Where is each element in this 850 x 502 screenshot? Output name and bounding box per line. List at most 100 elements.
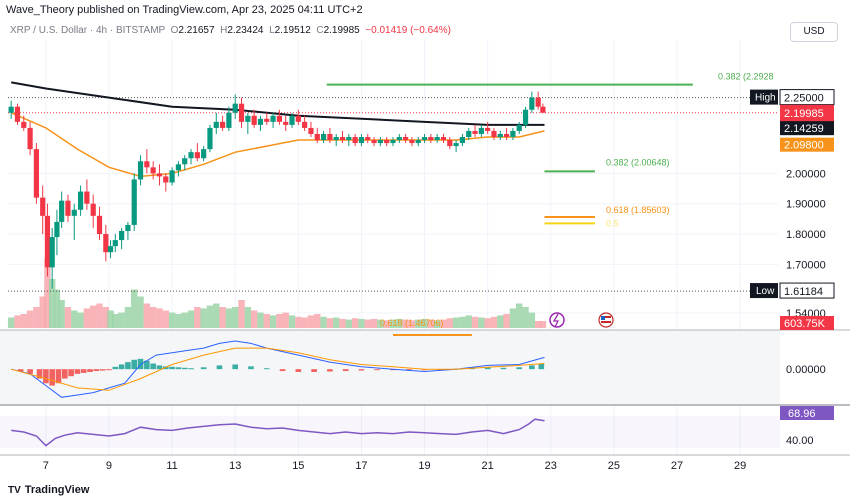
ema-short-price-box [780,137,834,152]
candle-body [182,158,188,165]
macd-histogram-bar [405,369,412,371]
macd-histogram-bar [36,369,43,379]
candle-body [219,121,226,128]
volume-bar [351,318,359,328]
volume-bar [452,317,460,328]
candle-body [96,215,103,235]
date-tick-label: 27 [671,460,683,472]
volume-bar [332,317,340,328]
volume-bar [459,316,466,328]
fib-level-label: 0.382 (2.2928 [718,72,774,82]
candle-body [415,140,421,144]
volume-bar [206,305,214,328]
low-price-label: 1.61184 [784,286,823,298]
macd-histogram-bar [131,359,138,370]
candle-body [453,143,459,147]
currency-button[interactable]: USD [790,22,838,42]
candle-body [540,106,546,113]
candle-body [59,200,65,222]
candle-body [320,133,327,141]
candle-body [327,133,333,141]
volume-bar [528,312,536,328]
candle-body [257,118,264,125]
volume-bar [301,317,308,328]
macd-histogram-bar [500,367,507,370]
volume-bar [490,316,498,328]
macd-histogram-bar [27,369,33,374]
candle-body [409,140,415,144]
macd-histogram-bar [516,367,523,370]
volume-bar [370,318,378,328]
macd-zero-label: 0.00000 [786,364,826,376]
candlesticks [8,91,546,289]
macd-histogram-bar [279,369,286,372]
volume-bar [77,312,84,328]
volume-bar [427,319,435,328]
rsi-line [11,418,545,447]
rsi-40-label: 40.00 [786,435,814,447]
candle-body [504,133,510,138]
volume-bar [471,316,479,328]
candle-body [270,115,276,122]
candle-body [535,97,541,107]
volume-bar [282,312,289,328]
volume-bar [20,314,27,328]
tradingview-brand[interactable]: TV TradingView [8,484,89,496]
macd-histogram-bar [200,367,207,370]
macd-histogram-bar [311,369,317,372]
macd-histogram-bar [342,369,349,372]
macd-histogram-bar [49,369,55,386]
flash-event-icon[interactable] [549,312,565,328]
volume-bar [276,314,283,328]
candle-body [14,106,21,122]
macd-histogram-bar [538,363,545,370]
open-label: O [170,25,179,36]
volume-bars [7,258,547,328]
candle-body [90,203,96,216]
volume-bar [131,289,138,328]
candle-body [371,140,377,144]
candle-body [365,137,371,141]
volume-bar [314,314,321,328]
macd-histogram-bar [529,365,535,370]
date-axis: 7 9 11 13 15 17 19 21 23 25 27 29 [43,460,746,472]
volume-bar [181,312,188,328]
candle-body [226,112,232,128]
candle-body [65,200,71,216]
candle-body [21,121,27,128]
macd-histogram-bar [327,369,333,372]
publisher-line: Wave_Theory published on TradingView.com… [6,4,363,16]
candle-body [276,115,282,122]
macd-histogram-bar [112,366,119,370]
volume-bar [194,307,201,328]
macd-histogram-bar [80,369,87,373]
price-tick-label: 2.00000 [786,168,826,180]
volume-bar [83,308,91,328]
rsi-pane [0,416,780,448]
candle-body [175,164,182,171]
lightning-icon [552,313,560,328]
candle-body [516,124,522,131]
symbol-name[interactable]: XRP / U.S. Dollar · 4h · BITSTAMP [10,25,166,36]
macd-histogram-bar [232,364,239,370]
macd-histogram-bar [62,369,68,379]
candle-body [40,197,46,216]
candle-body [339,137,346,141]
rsi-value-label: 68.96 [788,408,816,420]
price-tick-label: 1.70000 [786,259,826,271]
volume-bar [516,303,523,328]
volume-bar [263,314,270,328]
volume-value-box [780,316,834,330]
candle-body [71,209,77,216]
flag-canton-icon [601,316,605,320]
macd-histogram-bar [125,362,131,370]
high-price-box [779,89,835,106]
volume-bar [175,314,182,328]
macd-histogram-bar [295,369,302,372]
macd-histogram-bar [55,369,62,384]
candle-body [403,137,409,141]
volume-bar [364,319,371,328]
candle-body [103,234,109,253]
date-tick-label: 23 [545,460,557,472]
